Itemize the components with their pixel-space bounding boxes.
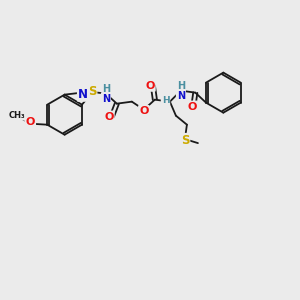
Text: O: O bbox=[104, 112, 114, 122]
Text: S: S bbox=[88, 85, 96, 98]
Text: H: H bbox=[102, 84, 110, 94]
Text: N: N bbox=[78, 88, 88, 100]
Text: N: N bbox=[102, 94, 110, 103]
Text: O: O bbox=[139, 106, 148, 116]
Text: H: H bbox=[177, 81, 185, 91]
Text: O: O bbox=[145, 81, 154, 91]
Text: O: O bbox=[26, 117, 35, 127]
Text: N: N bbox=[177, 91, 185, 100]
Text: S: S bbox=[181, 134, 189, 147]
Text: O: O bbox=[187, 102, 196, 112]
Text: CH₃: CH₃ bbox=[8, 111, 25, 120]
Text: H: H bbox=[162, 96, 169, 105]
